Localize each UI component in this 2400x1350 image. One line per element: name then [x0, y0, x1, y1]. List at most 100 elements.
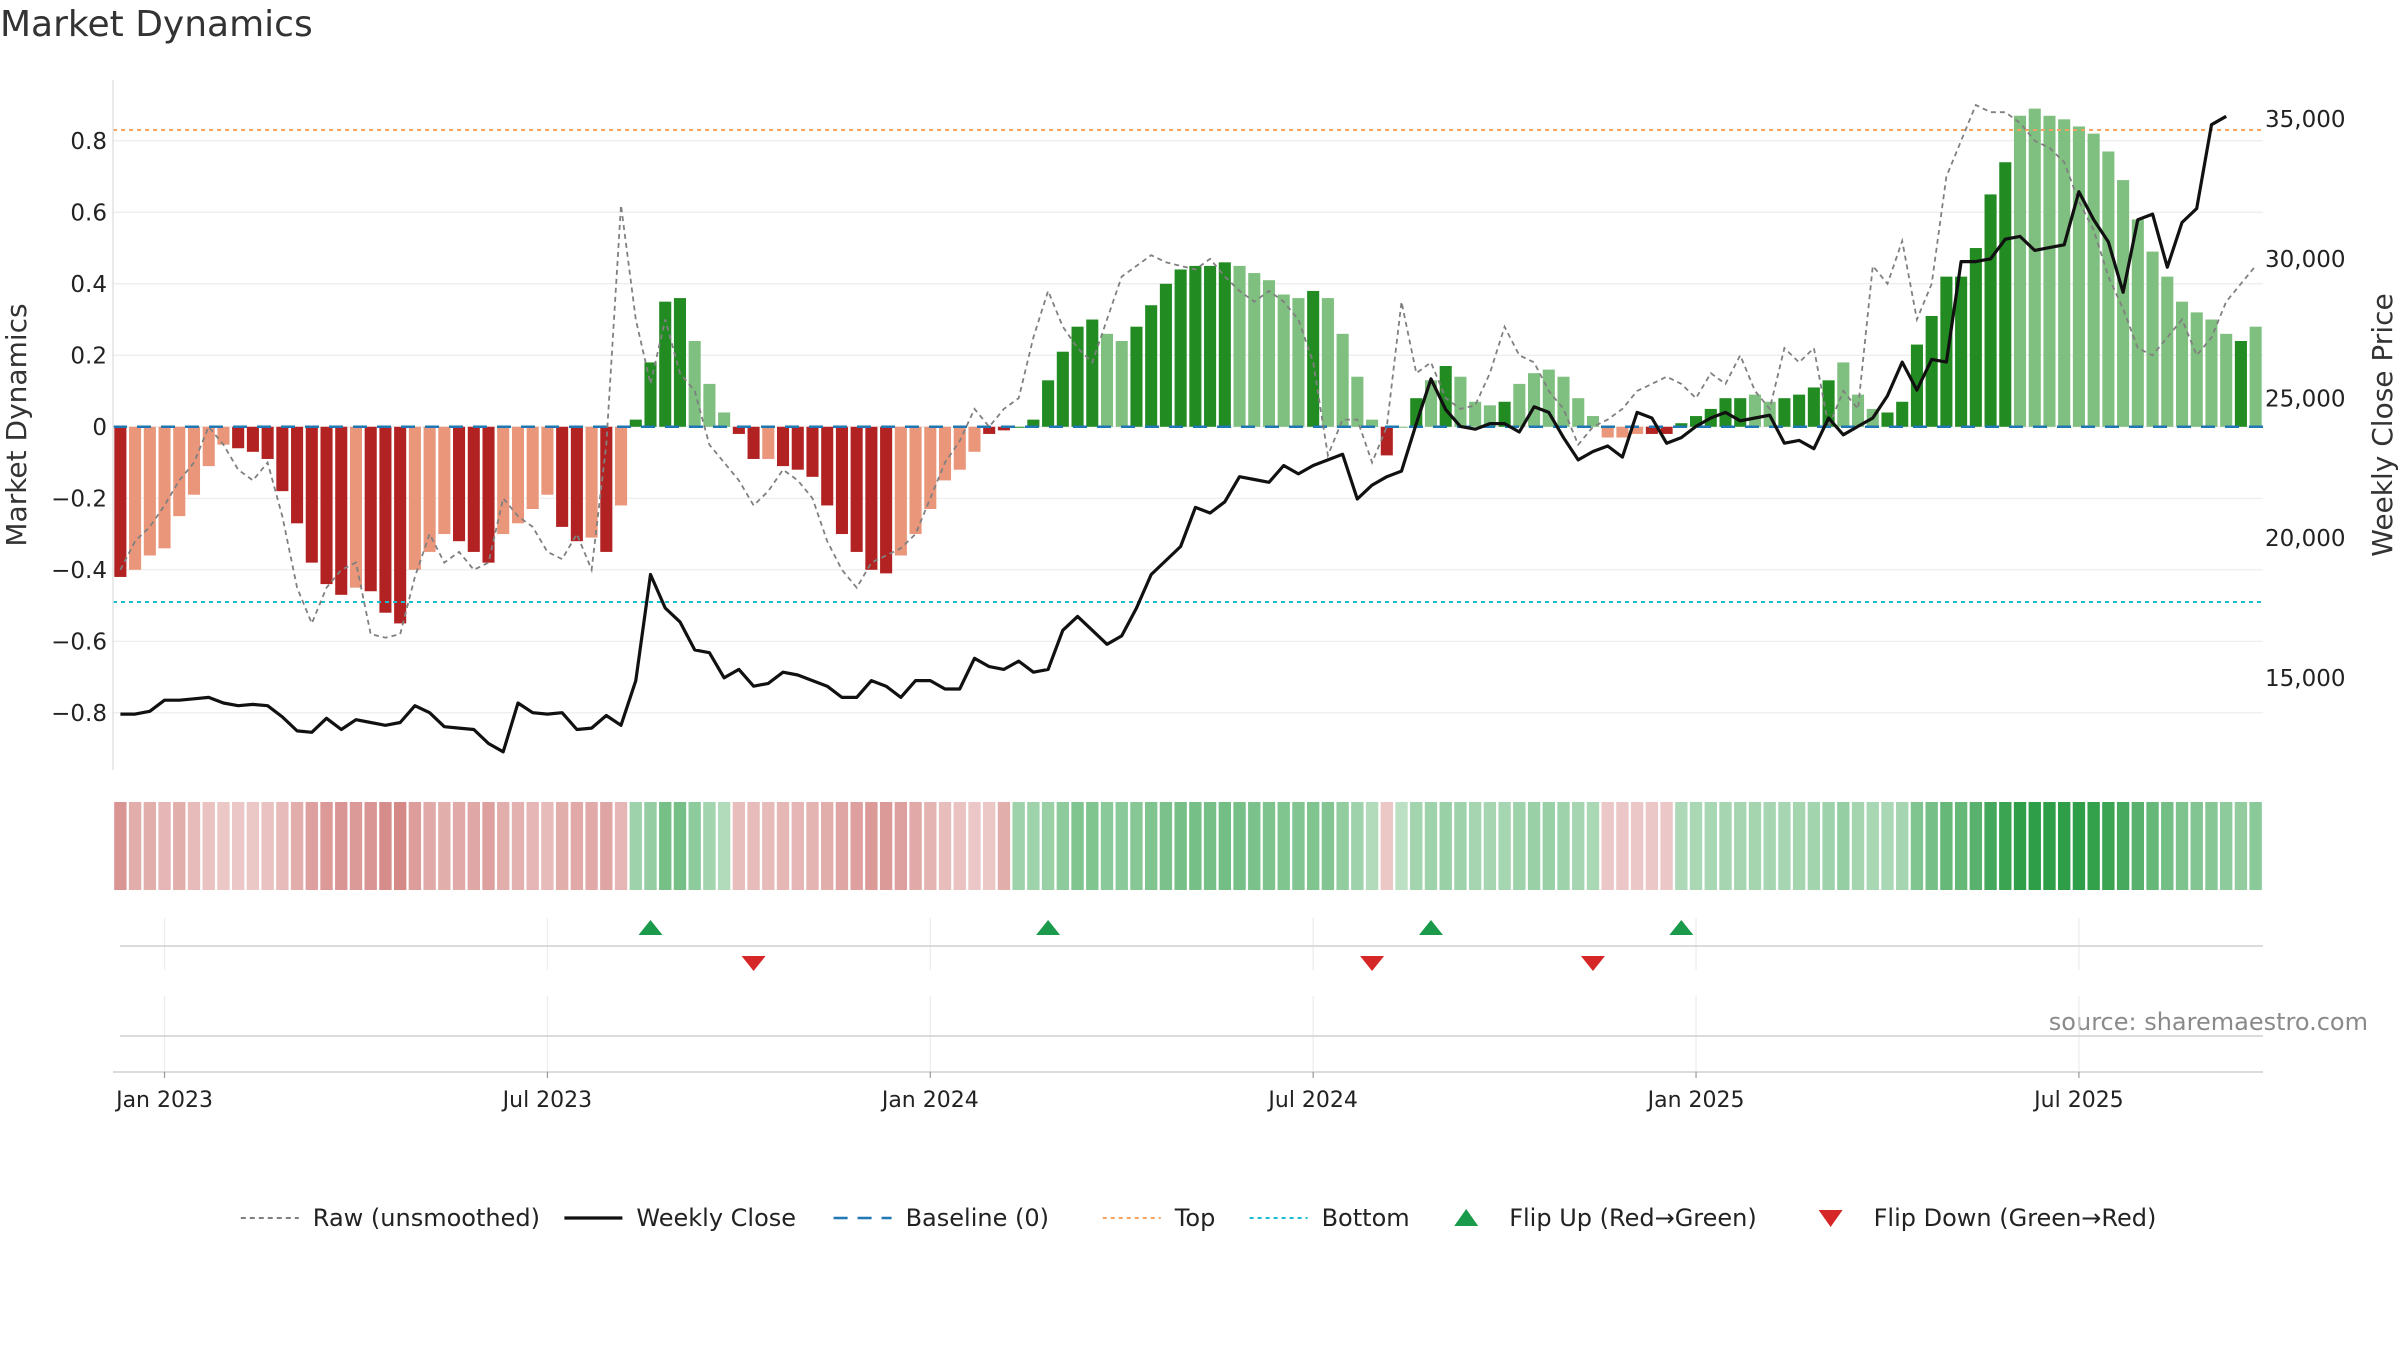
regime-strip-cell	[1130, 802, 1143, 890]
regime-strip-cell	[1498, 802, 1511, 890]
regime-strip-cell	[1027, 802, 1040, 890]
market-dynamics-bar	[1557, 376, 1570, 427]
regime-strip-cell	[1704, 802, 1717, 890]
regime-strip-cell	[452, 802, 466, 890]
y2-tick-label: 25,000	[2265, 386, 2345, 412]
regime-strip-cell	[305, 802, 318, 890]
regime-strip-cell	[1630, 802, 1644, 890]
regime-strip-cell	[511, 802, 525, 890]
regime-strip-cell	[968, 802, 981, 890]
regime-strip-cell	[2072, 802, 2086, 890]
market-dynamics-bar	[600, 426, 613, 552]
regime-strip-cell	[1748, 802, 1762, 890]
regime-strip-cell	[246, 802, 260, 890]
market-dynamics-bar	[232, 426, 245, 449]
regime-strip-cell	[688, 802, 701, 890]
regime-strip-cell	[865, 802, 878, 890]
market-dynamics-bar	[585, 426, 598, 538]
market-dynamics-bar	[1292, 298, 1305, 427]
regime-strip-cell	[1616, 802, 1629, 890]
regime-strip-cell	[983, 802, 996, 890]
market-dynamics-bar	[835, 426, 848, 535]
regime-strip-cell	[909, 802, 922, 890]
market-dynamics-bar	[276, 426, 289, 492]
regime-strip-cell	[2131, 802, 2145, 890]
regime-strip-cell	[1925, 802, 1938, 890]
legend-flip-down-icon	[1818, 1210, 1843, 1227]
legend-item-close: Weekly Close	[564, 1204, 796, 1232]
market-dynamics-bar	[291, 426, 304, 524]
regime-strip-cell	[821, 802, 834, 890]
market-dynamics-bar	[1881, 412, 1894, 427]
regime-strip-cell	[1851, 802, 1865, 890]
regime-strip-cell	[1719, 802, 1732, 890]
market-dynamics-bar	[2013, 115, 2027, 427]
regime-strip-cell	[703, 802, 716, 890]
regime-strip-cell	[1675, 802, 1688, 890]
regime-strip-cell	[1778, 802, 1791, 890]
market-dynamics-bar	[129, 426, 142, 570]
market-dynamics-bar	[997, 426, 1010, 431]
market-dynamics-bar	[423, 426, 436, 552]
regime-strip-cell	[1940, 802, 1953, 890]
regime-strip-cell	[1380, 802, 1393, 890]
market-dynamics-bar	[850, 426, 863, 552]
market-dynamics-bar	[1351, 376, 1364, 427]
regime-strip	[114, 802, 2262, 890]
market-dynamics-bar	[187, 426, 201, 495]
regime-strip-cell	[776, 802, 790, 890]
regime-strip-cell	[673, 802, 687, 890]
regime-strip-cell	[644, 802, 657, 890]
flip-down-marker	[741, 956, 766, 971]
market-dynamics-bar	[1528, 373, 1541, 427]
market-dynamics-bar	[1336, 333, 1349, 427]
market-dynamics-bar	[1837, 362, 1850, 427]
regime-strip-cell	[1012, 802, 1025, 890]
market-dynamics-bar	[541, 426, 554, 495]
market-dynamics-bar	[1601, 426, 1614, 438]
regime-strip-cell	[570, 802, 584, 890]
market-dynamics-bar	[1189, 265, 1202, 427]
market-dynamics-bar	[1984, 194, 1997, 427]
regime-strip-cell	[1277, 802, 1290, 890]
regime-strip-cell	[320, 802, 333, 890]
market-dynamics-bar	[1748, 394, 1761, 427]
market-dynamics-bar	[2220, 333, 2233, 427]
regime-strip-cell	[1483, 802, 1497, 890]
regime-strip-cell	[1984, 802, 1997, 890]
regime-strip-cell	[1557, 802, 1570, 890]
market-dynamics-bar	[2175, 301, 2189, 427]
regime-strip-cell	[1424, 802, 1438, 890]
regime-strip-cell	[659, 802, 672, 890]
regime-strip-cell	[261, 802, 274, 890]
regime-strip-cell	[1645, 802, 1659, 890]
market-dynamics-bar	[1262, 280, 1276, 427]
market-dynamics-bar	[379, 426, 392, 613]
market-dynamics-bar	[1027, 419, 1040, 427]
legend-item-raw: Raw (unsmoothed)	[240, 1204, 540, 1232]
market-dynamics-bar	[1145, 305, 1158, 427]
market-dynamics-bar	[173, 426, 186, 517]
close-layer	[120, 114, 2227, 754]
market-dynamics-bar	[1115, 340, 1128, 427]
regime-strip-cell	[614, 802, 628, 890]
market-dynamics-bar	[453, 426, 466, 542]
market-dynamics-bar	[762, 426, 775, 459]
regime-strip-cell	[1910, 802, 1924, 890]
regime-strip-cell	[732, 802, 746, 890]
market-dynamics-bar	[673, 298, 686, 427]
regime-strip-cell	[997, 802, 1011, 890]
market-dynamics-bar	[526, 426, 539, 510]
legend-label: Bottom	[1322, 1204, 1410, 1232]
market-dynamics-bar	[2087, 133, 2100, 427]
market-dynamics-bar	[1233, 265, 1246, 427]
market-dynamics-bar	[2102, 151, 2115, 427]
regime-strip-cell	[231, 802, 245, 890]
market-dynamics-bar	[1616, 426, 1629, 438]
regime-strip-cell	[1410, 802, 1423, 890]
regime-strip-cell	[2116, 802, 2130, 890]
legend-item-flip_down: Flip Down (Green→Red)	[1818, 1204, 2156, 1232]
market-dynamics-bar	[320, 426, 333, 585]
flip-up-marker	[1669, 920, 1694, 935]
market-dynamics-bar	[1910, 344, 1923, 427]
